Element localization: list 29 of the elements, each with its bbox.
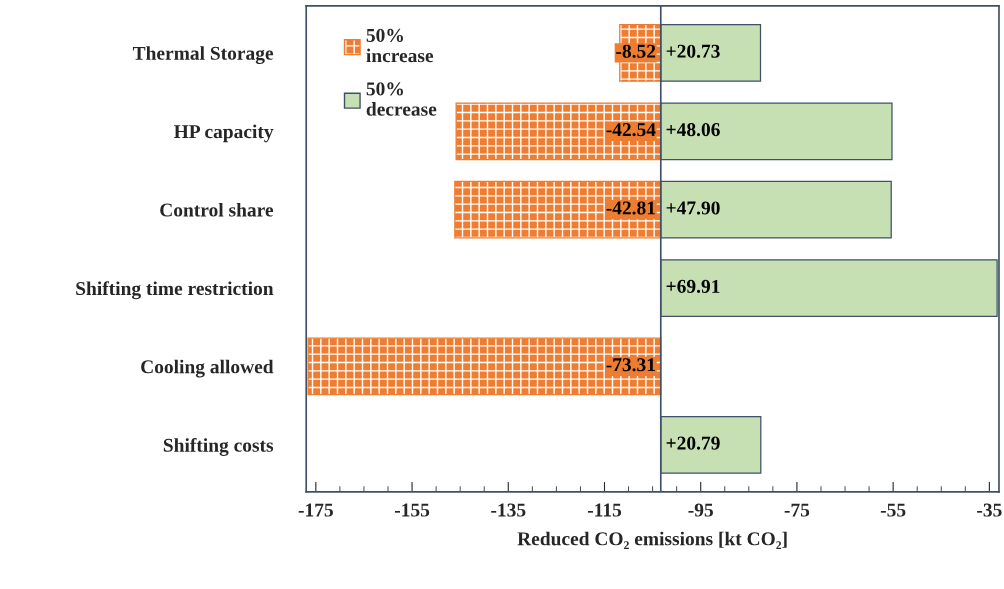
data-label: +20.79 bbox=[666, 436, 720, 450]
x-tick-label: -35 bbox=[977, 503, 1002, 517]
x-tick-label: -155 bbox=[394, 503, 430, 517]
y-tick-label: Shifting time restriction bbox=[76, 281, 274, 300]
data-label: +48.06 bbox=[666, 123, 720, 137]
legend-label: 50% increase bbox=[366, 28, 434, 63]
data-label: -42.81 bbox=[606, 201, 655, 215]
data-label: -73.31 bbox=[606, 358, 655, 372]
data-label: +47.90 bbox=[666, 201, 720, 215]
y-tick-label: Control share bbox=[160, 202, 274, 217]
bar bbox=[455, 102, 662, 161]
legend-label: 50% decrease bbox=[366, 82, 437, 116]
x-tick-label: -55 bbox=[880, 503, 906, 517]
data-label: -8.52 bbox=[616, 44, 656, 58]
bar bbox=[307, 337, 662, 396]
x-tick-label: -135 bbox=[491, 503, 526, 517]
x-tick-label: -175 bbox=[298, 503, 333, 517]
y-tick-label: HP capacity bbox=[174, 124, 274, 143]
data-label: -42.54 bbox=[606, 123, 656, 137]
bar bbox=[454, 180, 662, 239]
y-tick-label: Shifting costs bbox=[163, 437, 274, 456]
y-tick-label: Cooling allowed bbox=[141, 359, 274, 378]
x-tick-label: -115 bbox=[587, 503, 622, 517]
data-label: +69.91 bbox=[666, 279, 720, 293]
x-tick-label: -95 bbox=[688, 503, 713, 517]
y-tick-label: Thermal Storage bbox=[132, 46, 274, 64]
x-axis-title: Reduced CO₂ emissions [kt CO₂] bbox=[517, 531, 787, 550]
x-tick-label: -75 bbox=[784, 503, 810, 517]
data-label: +20.73 bbox=[666, 44, 720, 58]
